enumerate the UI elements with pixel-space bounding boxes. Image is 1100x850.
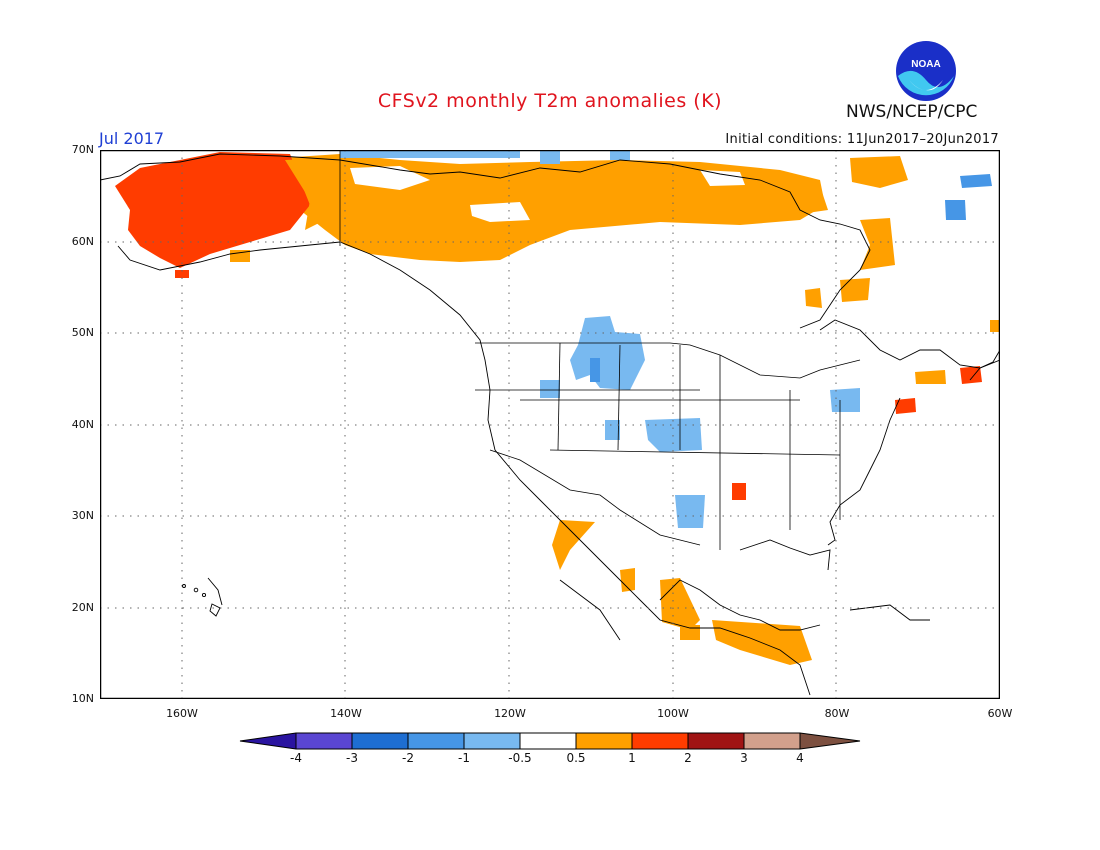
lon-label-100w: 100W bbox=[657, 707, 689, 720]
noaa-logo-icon: NOAA bbox=[896, 41, 956, 101]
mexico-central-america-warm bbox=[660, 578, 700, 630]
lon-label-140w: 140W bbox=[330, 707, 362, 720]
colorbar-label: -0.5 bbox=[508, 751, 532, 765]
anomaly-shading bbox=[115, 150, 1000, 665]
lon-label-120w: 120W bbox=[494, 707, 526, 720]
colorbar-label: -4 bbox=[290, 751, 302, 765]
initial-conditions: Initial conditions: 11Jun2017–20Jun2017 bbox=[725, 132, 999, 147]
anomaly-map bbox=[100, 150, 1000, 699]
lat-label-20n: 20N bbox=[71, 601, 94, 614]
colorbar-label: 2 bbox=[684, 751, 692, 765]
northeast-us-warm bbox=[895, 398, 916, 414]
graticule bbox=[100, 150, 1000, 699]
lat-label-30n: 30N bbox=[71, 509, 94, 522]
alaska-warm-core bbox=[115, 152, 310, 268]
arctic-archipelago-cool bbox=[945, 200, 966, 220]
coastlines bbox=[100, 153, 1000, 696]
north-central-us-cool bbox=[570, 316, 645, 390]
colorbar-label: 3 bbox=[740, 751, 748, 765]
hawaii-islands bbox=[182, 584, 221, 617]
colorbar-label: 0.5 bbox=[566, 751, 586, 765]
lat-label-10n: 10N bbox=[71, 692, 94, 705]
logo-text: NOAA bbox=[911, 59, 940, 70]
forecast-period: Jul 2017 bbox=[99, 129, 165, 148]
agency-label: NWS/NCEP/CPC bbox=[846, 102, 978, 122]
borders bbox=[339, 150, 861, 550]
colorbar-label: 4 bbox=[796, 751, 804, 765]
colorbar-label: -3 bbox=[346, 751, 358, 765]
lon-label-160w: 160W bbox=[166, 707, 198, 720]
colorbar-label: -2 bbox=[402, 751, 414, 765]
lat-label-70n: 70N bbox=[71, 143, 94, 156]
colorbar-label: 1 bbox=[628, 751, 636, 765]
lat-label-60n: 60N bbox=[71, 235, 94, 248]
lat-label-50n: 50N bbox=[71, 326, 94, 339]
lon-label-60w: 60W bbox=[987, 707, 1013, 720]
lon-label-80w: 80W bbox=[824, 707, 850, 720]
lat-label-40n: 40N bbox=[71, 418, 94, 431]
colorbar-label: -1 bbox=[458, 751, 470, 765]
map-title: CFSv2 monthly T2m anomalies (K) bbox=[377, 90, 723, 112]
